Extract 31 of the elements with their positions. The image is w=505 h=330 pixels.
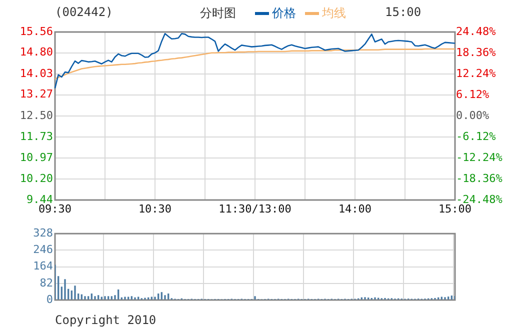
x-tick-label: 09:30 (38, 202, 72, 216)
y-tick-label: 10.97 (20, 150, 53, 164)
x-tick-label: 10:30 (138, 202, 172, 216)
chart-title: (002442) (55, 5, 113, 19)
x-tick-label: 11:30/13:00 (218, 202, 292, 216)
y2-tick-label: -12.24% (456, 150, 503, 164)
y2-tick-label: 0.00% (456, 108, 490, 122)
y2-tick-label: 12.24% (456, 66, 496, 80)
y2-tick-label: 24.48% (456, 24, 496, 38)
y-tick-label: 11.73 (20, 130, 53, 143)
y-tick-label: 13.27 (20, 88, 53, 101)
y-tick-label: 82 (40, 276, 53, 290)
y-tick-label: 0 (46, 292, 53, 306)
y2-tick-label: -18.36% (456, 172, 503, 185)
y-tick-label: 10.20 (20, 172, 53, 185)
y2-tick-label: 18.36% (456, 46, 496, 59)
y2-tick-label: 6.12% (456, 88, 490, 101)
x-tick-label: 14:00 (338, 202, 372, 216)
legend-label: 价格 (272, 5, 296, 22)
y2-tick-label: -6.12% (456, 130, 496, 143)
legend-label: 均线 (322, 5, 346, 22)
y-tick-label: 328 (33, 226, 53, 240)
y-tick-label: 164 (33, 260, 54, 273)
y-tick-label: 15.56 (20, 24, 53, 38)
y-tick-label: 246 (33, 243, 53, 256)
chart-subtitle: 分时图 (200, 5, 236, 22)
y-tick-label: 12.50 (20, 108, 53, 122)
y-tick-label: 14.03 (20, 66, 53, 80)
y-tick-label: 14.80 (20, 46, 53, 59)
text: 15:00 (385, 5, 422, 19)
text: Copyright 2010 (55, 313, 156, 327)
